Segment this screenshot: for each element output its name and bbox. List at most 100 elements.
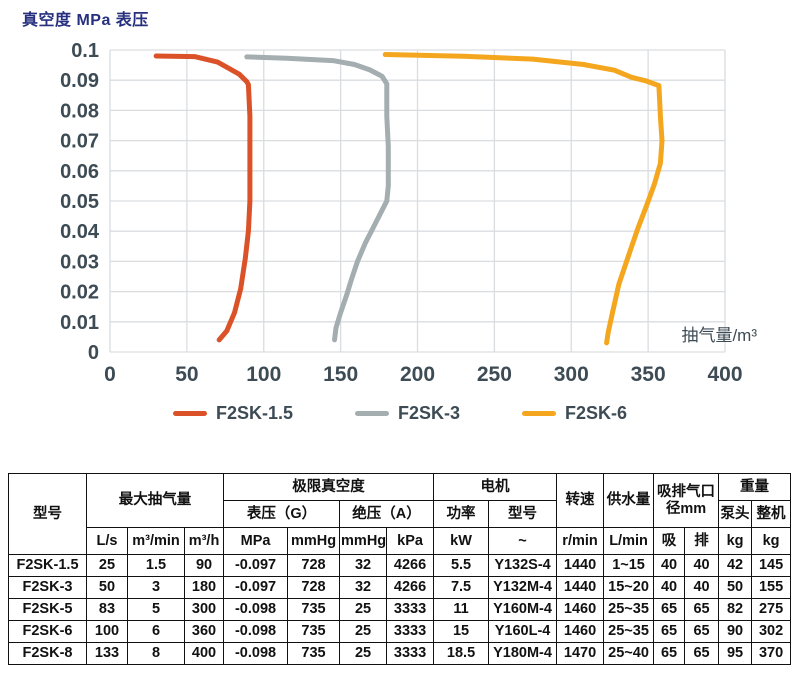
- y-axis-tick-label: 0.1: [71, 40, 99, 62]
- table-cell: 15~20: [603, 576, 655, 599]
- col-header-speed: 转速: [556, 473, 605, 528]
- table-cell: 300: [183, 598, 225, 621]
- table-cell: 32: [339, 576, 388, 599]
- table-cell: 1460: [556, 598, 605, 621]
- table-cell: Y160L-4: [488, 620, 558, 643]
- table-cell: 25: [339, 620, 388, 643]
- y-axis-tick-label: 0.01: [60, 312, 99, 334]
- legend-item-f2sk-1.5: F2SK-1.5: [172, 403, 293, 424]
- table-cell: 65: [653, 598, 686, 621]
- unit-header: MPa: [223, 527, 289, 555]
- table-cell: 5.5: [433, 554, 490, 577]
- table-cell: 65: [684, 620, 720, 643]
- x-axis-tick-label: 0: [104, 363, 116, 386]
- col-header-max-capacity: 最大抽气量: [85, 473, 225, 528]
- table-cell: 735: [287, 620, 341, 643]
- x-axis-label: 抽气量/m³: [681, 326, 757, 345]
- y-axis-tick-label: 0.05: [60, 191, 99, 213]
- y-axis-tick-label: 0.02: [60, 282, 99, 304]
- unit-header: kg: [751, 527, 792, 555]
- curve-f2sk-6: [382, 52, 665, 346]
- vacuum-performance-chart: 0.1 0.09 0.08 0.07 0.06 0.05 0.04 0.03 0.02 0.01 0…: [60, 40, 757, 386]
- y-axis-tick-label: 0.04: [60, 221, 100, 243]
- col-header-complete-machine: 整机: [751, 500, 792, 528]
- curve-f2sk-1.5: [153, 53, 253, 343]
- table-row: F2SK-3 50 3 180 -0.097 728 32 4266 7.5 Y132M-4 144…: [8, 576, 792, 599]
- col-header-gauge-pressure: 表压（G）: [223, 500, 341, 528]
- table-cell: 5: [127, 598, 185, 621]
- table-cell: 25~40: [603, 642, 655, 665]
- table-cell: 145: [751, 554, 792, 577]
- table-cell: -0.098: [223, 642, 289, 665]
- table-cell: 735: [287, 642, 341, 665]
- unit-header: 排: [684, 527, 720, 555]
- unit-header: m³/min: [127, 527, 185, 555]
- table-cell: 32: [339, 554, 388, 577]
- col-header-ultimate-vacuum: 极限真空度: [223, 473, 435, 501]
- chart-title: 真空度 MPa 表压: [22, 12, 149, 29]
- unit-header: 吸: [653, 527, 686, 555]
- table-cell: 95: [718, 642, 753, 665]
- legend-label: F2SK-3: [398, 403, 461, 423]
- y-axis-tick-label: 0: [88, 342, 99, 364]
- table-cell: 735: [287, 598, 341, 621]
- curve-f2sk-3: [244, 54, 391, 343]
- table-cell: 100: [86, 620, 128, 643]
- table-cell: 1440: [556, 576, 605, 599]
- x-axis-tick-label: 350: [631, 363, 666, 386]
- table-cell: 1460: [556, 620, 605, 643]
- table-cell: 4266: [386, 576, 435, 599]
- legend-line-icon: [172, 411, 207, 416]
- table-cell: 90: [183, 554, 225, 577]
- table-cell: 40: [653, 554, 686, 577]
- model-cell: F2SK-3: [8, 576, 87, 599]
- x-axis-tick-label: 250: [477, 363, 512, 386]
- table-cell: 1~15: [603, 554, 655, 577]
- table-cell: 40: [684, 576, 720, 599]
- legend-label: F2SK-6: [565, 403, 628, 423]
- y-axis-tick-label: 0.07: [60, 131, 99, 153]
- table-cell: 360: [183, 620, 225, 643]
- table-cell: 1.5: [127, 554, 185, 577]
- table-cell: 18.5: [433, 642, 490, 665]
- table-cell: 25: [339, 642, 388, 665]
- legend-label: F2SK-1.5: [215, 403, 293, 423]
- unit-header: L/s: [86, 527, 128, 555]
- x-axis-tick-label: 200: [400, 363, 435, 386]
- unit-header: kPa: [386, 527, 435, 555]
- table-cell: 1440: [556, 554, 605, 577]
- unit-header: ~: [488, 527, 558, 555]
- col-header-motor-model: 型号: [488, 500, 558, 528]
- x-axis-tick-label: 150: [323, 363, 358, 386]
- col-header-water-supply: 供水量: [603, 473, 655, 528]
- table-cell: Y132M-4: [488, 576, 558, 599]
- unit-header: mmHg: [339, 527, 388, 555]
- table-cell: 302: [751, 620, 792, 643]
- spec-table: 型号 最大抽气量 极限真空度 电机 转速 供水量 吸排气口径mm 重量 表压（G…: [8, 473, 792, 665]
- table-cell: -0.098: [223, 598, 289, 621]
- table-cell: 82: [718, 598, 753, 621]
- table-cell: 11: [433, 598, 490, 621]
- table-cell: 65: [653, 620, 686, 643]
- col-header-weight: 重量: [718, 473, 792, 501]
- model-cell: F2SK-1.5: [8, 554, 87, 577]
- table-cell: 155: [751, 576, 792, 599]
- table-row: F2SK-8 133 8 400 -0.098 735 25 3333 18.5 Y180M-4 1…: [8, 642, 792, 665]
- unit-header: m³/h: [183, 527, 225, 555]
- table-cell: Y132S-4: [488, 554, 558, 577]
- table-cell: 3: [127, 576, 185, 599]
- table-cell: 42: [718, 554, 753, 577]
- table-cell: 180: [183, 576, 225, 599]
- table-cell: 275: [751, 598, 792, 621]
- table-cell: 50: [86, 576, 128, 599]
- table-cell: 6: [127, 620, 185, 643]
- table-cell: 90: [718, 620, 753, 643]
- col-header-port-diameter: 吸排气口径mm: [653, 473, 720, 528]
- unit-header: r/min: [556, 527, 605, 555]
- table-cell: 3333: [386, 620, 435, 643]
- table-cell: 133: [86, 642, 128, 665]
- table-row: F2SK-1.5 25 1.5 90 -0.097 728 32 4266 5.5 Y132S-4…: [8, 554, 792, 577]
- y-axis-tick-label: 0.09: [60, 70, 99, 92]
- table-cell: -0.098: [223, 620, 289, 643]
- x-axis-tick-label: 300: [554, 363, 589, 386]
